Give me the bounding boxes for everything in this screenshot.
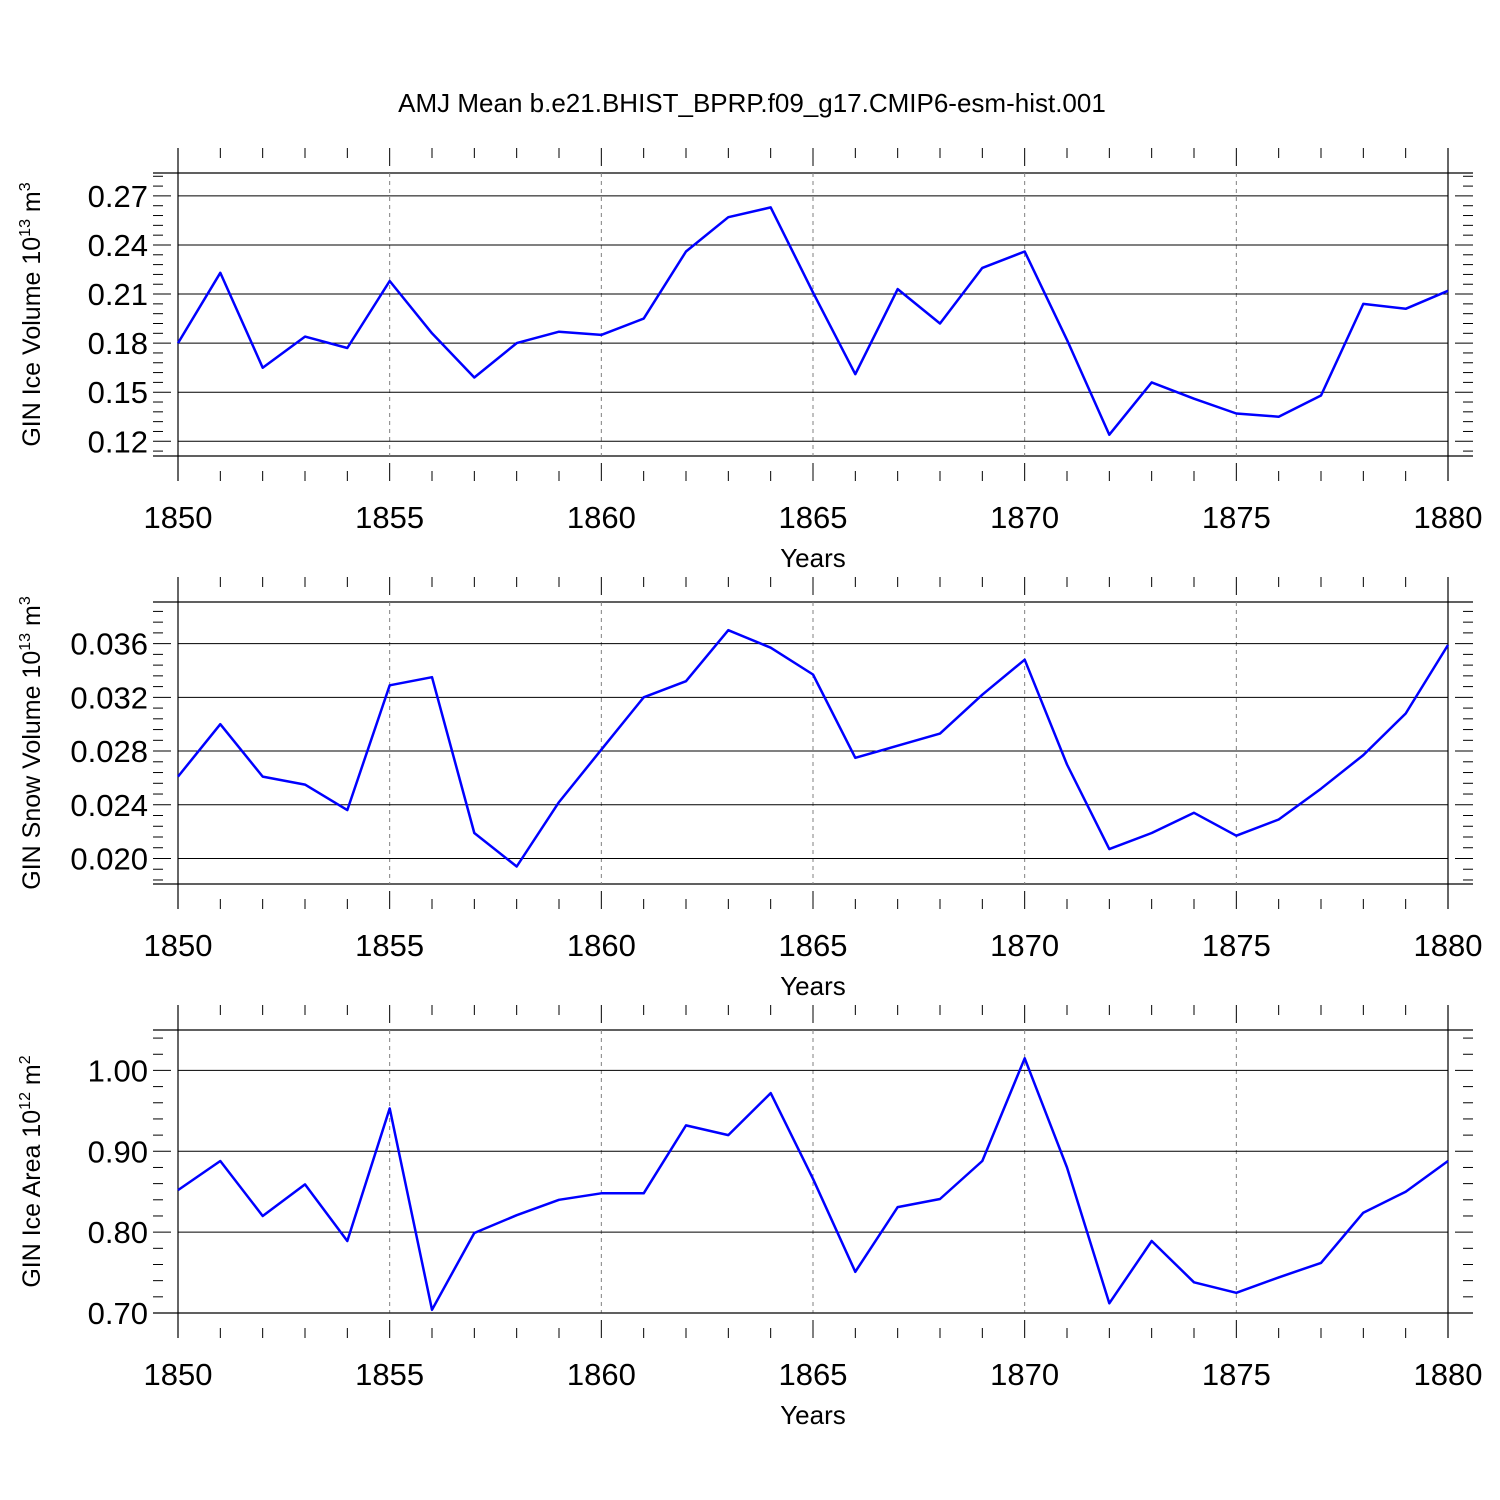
panel-3: 0.70 0.80 0.90 1.00 1850 1855 1860 1865 1870 1875… bbox=[17, 1005, 1482, 1430]
x-tick-label: 1850 bbox=[144, 500, 213, 535]
y-axis-label: GIN Ice Volume 1013 m3 bbox=[17, 182, 46, 446]
y-tick-label: 0.036 bbox=[70, 627, 148, 662]
y-axis-label-exponent: 13 bbox=[17, 219, 34, 237]
y-tick-label: 0.032 bbox=[70, 680, 148, 715]
chart-title: AMJ Mean b.e21.BHIST_BPRP.f09_g17.CMIP6-… bbox=[398, 88, 1106, 118]
y-axis-label-space bbox=[18, 212, 46, 219]
y-tick-label: 0.020 bbox=[70, 841, 148, 876]
y-tick-label: 0.21 bbox=[88, 277, 148, 312]
x-tick-label: 1875 bbox=[1202, 500, 1271, 535]
x-tick-label: 1880 bbox=[1414, 1357, 1483, 1392]
y-axis-label-text: GIN Snow Volume 10 bbox=[18, 651, 46, 890]
y-tick-label: 0.15 bbox=[88, 375, 148, 410]
x-tick-label: 1855 bbox=[355, 928, 424, 963]
y-tick-label: 0.24 bbox=[88, 228, 148, 263]
y-tick-label: 0.27 bbox=[88, 179, 148, 214]
y-tick-label: 0.70 bbox=[88, 1296, 148, 1331]
y-axis-label-text: GIN Ice Area 10 bbox=[18, 1110, 46, 1288]
x-tick-label: 1860 bbox=[567, 928, 636, 963]
x-axis-label: Years bbox=[780, 971, 846, 1001]
x-tick-label: 1870 bbox=[990, 1357, 1059, 1392]
y-axis-label-unit: m bbox=[18, 191, 46, 212]
x-axis-label: Years bbox=[780, 1400, 846, 1430]
x-tick-label: 1865 bbox=[779, 500, 848, 535]
y-axis-label-unit: m bbox=[18, 605, 46, 626]
panels-group: 0.12 0.15 0.18 0.21 0.24 0.27 1850 1855 1860 1865… bbox=[17, 148, 1482, 1430]
x-tick-label: 1860 bbox=[567, 500, 636, 535]
y-tick-label: 0.024 bbox=[70, 788, 148, 823]
y-axis-label-text: GIN Ice Volume 10 bbox=[18, 237, 46, 447]
x-tick-label: 1870 bbox=[990, 928, 1059, 963]
y-axis-label-unit-exponent: 3 bbox=[17, 182, 34, 191]
x-tick-label: 1870 bbox=[990, 500, 1059, 535]
x-tick-label: 1880 bbox=[1414, 500, 1483, 535]
x-tick-label: 1875 bbox=[1202, 1357, 1271, 1392]
x-tick-label: 1855 bbox=[355, 500, 424, 535]
panel-1: 0.12 0.15 0.18 0.21 0.24 0.27 1850 1855 1860 1865… bbox=[17, 148, 1482, 573]
y-axis-label-unit: m bbox=[18, 1064, 46, 1085]
x-tick-label: 1850 bbox=[144, 1357, 213, 1392]
y-tick-label: 1.00 bbox=[88, 1053, 148, 1088]
x-tick-label: 1865 bbox=[779, 1357, 848, 1392]
y-tick-label: 0.18 bbox=[88, 326, 148, 361]
y-tick-label: 0.80 bbox=[88, 1215, 148, 1250]
y-axis-label-exponent: 13 bbox=[17, 633, 34, 651]
x-tick-label: 1855 bbox=[355, 1357, 424, 1392]
x-tick-label: 1880 bbox=[1414, 928, 1483, 963]
series-line bbox=[177, 628, 1450, 868]
y-axis-label: GIN Ice Area 1012 m2 bbox=[17, 1055, 46, 1287]
y-axis-label: GIN Snow Volume 1013 m3 bbox=[17, 596, 46, 890]
x-axis-label: Years bbox=[780, 543, 846, 573]
y-axis-label-space bbox=[18, 626, 46, 633]
series-line bbox=[177, 1057, 1449, 1312]
y-tick-label: 0.028 bbox=[70, 734, 148, 769]
series-line bbox=[176, 206, 1449, 436]
x-tick-label: 1850 bbox=[144, 928, 213, 963]
y-tick-label: 0.12 bbox=[88, 424, 148, 459]
y-axis-label-unit-exponent: 2 bbox=[17, 1055, 34, 1064]
y-tick-label: 0.90 bbox=[88, 1134, 148, 1169]
x-tick-label: 1860 bbox=[567, 1357, 636, 1392]
y-axis-label-space bbox=[18, 1085, 46, 1092]
x-tick-label: 1865 bbox=[779, 928, 848, 963]
y-axis-label-exponent: 12 bbox=[17, 1092, 34, 1110]
y-axis-label-unit-exponent: 3 bbox=[17, 596, 34, 605]
panel-2: 0.020 0.024 0.028 0.032 0.036 1850 1855 1860 186… bbox=[17, 577, 1482, 1001]
x-tick-label: 1875 bbox=[1202, 928, 1271, 963]
